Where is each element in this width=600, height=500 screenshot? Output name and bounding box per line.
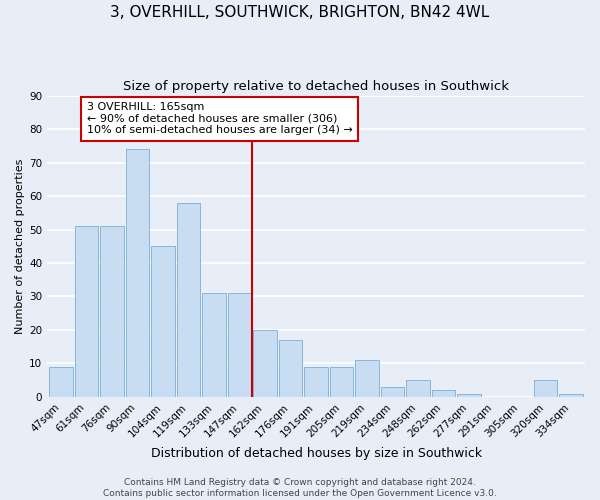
Bar bbox=[457, 394, 481, 397]
Bar bbox=[49, 367, 73, 397]
Y-axis label: Number of detached properties: Number of detached properties bbox=[15, 158, 25, 334]
Bar bbox=[330, 367, 353, 397]
Text: 3 OVERHILL: 165sqm
← 90% of detached houses are smaller (306)
10% of semi-detach: 3 OVERHILL: 165sqm ← 90% of detached hou… bbox=[86, 102, 352, 136]
Bar bbox=[202, 293, 226, 397]
Title: Size of property relative to detached houses in Southwick: Size of property relative to detached ho… bbox=[123, 80, 509, 93]
Bar bbox=[355, 360, 379, 397]
Bar bbox=[126, 149, 149, 397]
Bar bbox=[177, 202, 200, 397]
Bar bbox=[151, 246, 175, 397]
Bar bbox=[559, 394, 583, 397]
Bar bbox=[279, 340, 302, 397]
Bar bbox=[100, 226, 124, 397]
X-axis label: Distribution of detached houses by size in Southwick: Distribution of detached houses by size … bbox=[151, 447, 482, 460]
Bar bbox=[253, 330, 277, 397]
Bar bbox=[534, 380, 557, 397]
Bar bbox=[228, 293, 251, 397]
Text: Contains HM Land Registry data © Crown copyright and database right 2024.
Contai: Contains HM Land Registry data © Crown c… bbox=[103, 478, 497, 498]
Bar bbox=[432, 390, 455, 397]
Bar bbox=[381, 387, 404, 397]
Bar bbox=[304, 367, 328, 397]
Text: 3, OVERHILL, SOUTHWICK, BRIGHTON, BN42 4WL: 3, OVERHILL, SOUTHWICK, BRIGHTON, BN42 4… bbox=[110, 5, 490, 20]
Bar bbox=[75, 226, 98, 397]
Bar bbox=[406, 380, 430, 397]
